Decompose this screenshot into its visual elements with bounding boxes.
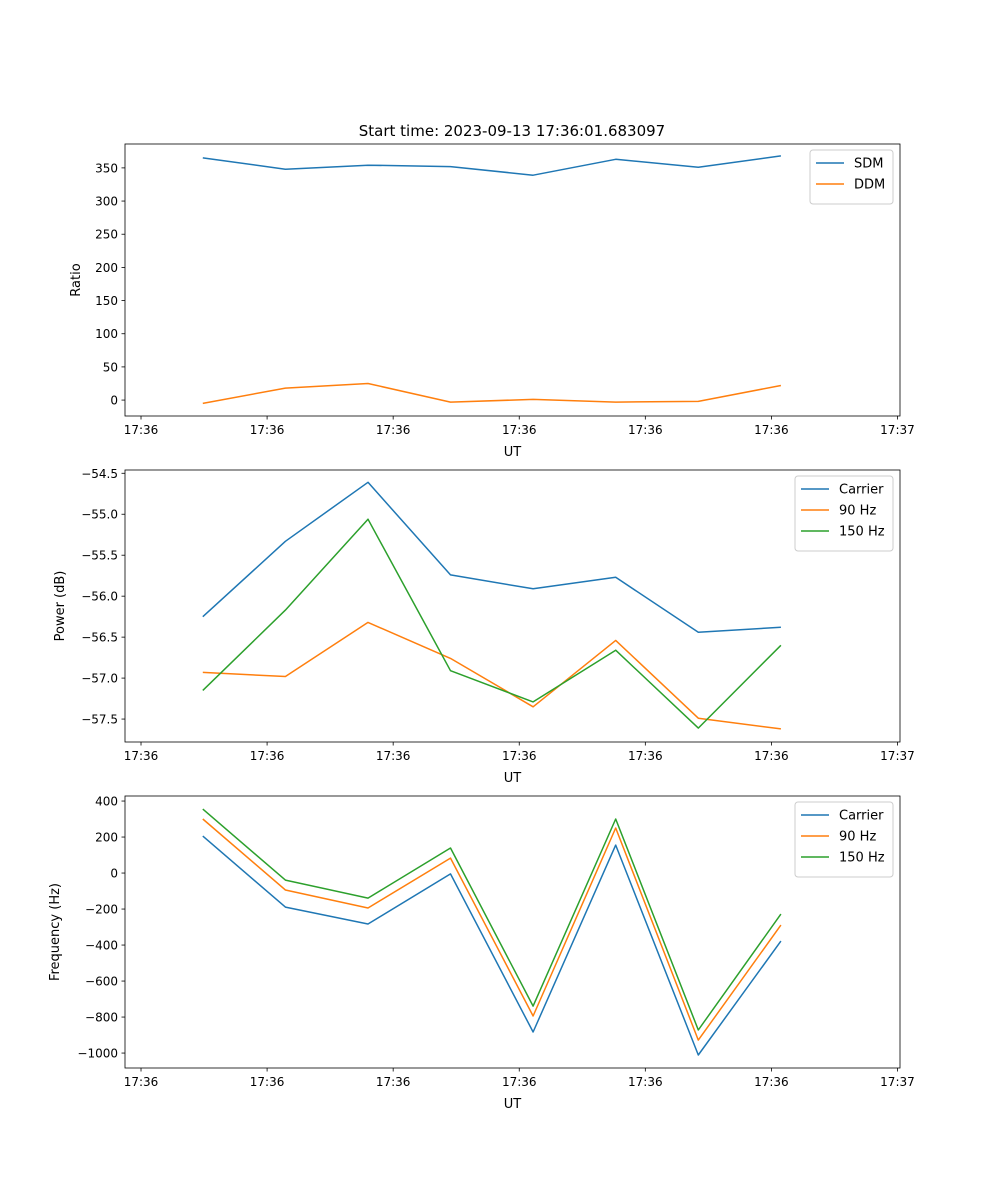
- y-tick-label: −54.5: [81, 467, 118, 481]
- y-tick-label: −400: [85, 939, 118, 953]
- y-tick-label: 400: [95, 795, 118, 809]
- y-tick-label: 100: [95, 327, 118, 341]
- x-tick-label: 17:36: [250, 749, 285, 763]
- y-tick-label: −55.0: [81, 508, 118, 522]
- legend-label: DDM: [854, 178, 885, 193]
- series-line-90-hz: [202, 818, 782, 1041]
- x-tick-label: 17:36: [376, 423, 411, 437]
- legend-label: 90 Hz: [839, 504, 876, 519]
- y-tick-label: −56.5: [81, 631, 118, 645]
- x-tick-label: 17:36: [250, 423, 285, 437]
- y-tick-label: 200: [95, 831, 118, 845]
- x-tick-label: 17:36: [502, 423, 537, 437]
- x-tick-label: 17:36: [628, 423, 663, 437]
- y-tick-label: 350: [95, 161, 118, 175]
- x-axis-label: UT: [504, 771, 522, 786]
- series-line-90-hz: [202, 621, 781, 730]
- x-tick-label: 17:37: [880, 423, 915, 437]
- x-tick-label: 17:36: [124, 749, 159, 763]
- legend-label: 150 Hz: [839, 851, 885, 866]
- legend: Carrier 90 Hz 150 Hz: [794, 475, 894, 552]
- y-tick-label: −56.0: [81, 590, 118, 604]
- x-tick-label: 17:37: [880, 1075, 915, 1089]
- x-axis-label: UT: [504, 1097, 522, 1112]
- y-tick-label: −800: [85, 1011, 118, 1025]
- x-tick-label: 17:36: [754, 749, 789, 763]
- x-axis-label: UT: [504, 445, 522, 460]
- x-tick-label: 17:36: [754, 423, 789, 437]
- y-tick-label: 250: [95, 228, 118, 242]
- legend-label: Carrier: [839, 809, 884, 824]
- legend: Carrier 90 Hz 150 Hz: [794, 801, 894, 878]
- y-tick-label: −55.5: [81, 549, 118, 563]
- x-tick-label: 17:36: [628, 749, 663, 763]
- legend-label: Carrier: [839, 483, 884, 498]
- x-tick-label: 17:36: [502, 1075, 537, 1089]
- y-tick-label: 0: [110, 394, 118, 408]
- x-tick-label: 17:37: [880, 749, 915, 763]
- y-tick-label: 200: [95, 261, 118, 275]
- y-tick-label: 300: [95, 195, 118, 209]
- series-line-ddm: [202, 382, 782, 405]
- x-tick-label: 17:36: [124, 423, 159, 437]
- subplot-1: 17:36 17:36 17:36 17:36 17:36 17:36 17:37 0 50 10…: [69, 143, 915, 460]
- y-tick-label: −57.0: [81, 672, 118, 686]
- chart-title: Start time: 2023-09-13 17:36:01.683097: [359, 122, 665, 140]
- x-tick-label: 17:36: [502, 749, 537, 763]
- subplot-2: 17:36 17:36 17:36 17:36 17:36 17:36 17:37 −57.5…: [53, 467, 915, 786]
- x-tick-label: 17:36: [250, 1075, 285, 1089]
- y-tick-label: −1000: [77, 1047, 118, 1061]
- y-tick-label: 50: [103, 360, 118, 374]
- axes-frame: [124, 469, 901, 743]
- axes-frame: [124, 143, 901, 417]
- legend-box: [794, 475, 894, 552]
- legend-label: 150 Hz: [839, 525, 885, 540]
- subplot-3: 17:36 17:36 17:36 17:36 17:36 17:36 17:37 −1000…: [48, 795, 915, 1112]
- legend-box: [794, 801, 894, 878]
- y-tick-label: −57.5: [81, 713, 118, 727]
- y-axis-label: Frequency (Hz): [48, 883, 63, 981]
- series-line-carrier: [202, 835, 782, 1056]
- y-tick-label: 0: [110, 867, 118, 881]
- series-line-150-hz: [202, 808, 782, 1031]
- legend: SDM DDM: [809, 149, 894, 205]
- legend-label: SDM: [854, 157, 883, 172]
- series-line-150-hz: [202, 518, 782, 729]
- y-axis-label: Power (dB): [53, 571, 68, 642]
- x-tick-label: 17:36: [754, 1075, 789, 1089]
- legend-label: 90 Hz: [839, 830, 876, 845]
- y-tick-label: −600: [85, 975, 118, 989]
- y-axis-label: Ratio: [69, 263, 84, 296]
- y-tick-label: −200: [85, 903, 118, 917]
- x-tick-label: 17:36: [628, 1075, 663, 1089]
- axes-frame: [124, 795, 901, 1069]
- x-tick-label: 17:36: [376, 1075, 411, 1089]
- series-line-carrier: [202, 481, 781, 633]
- y-tick-label: 150: [95, 294, 118, 308]
- series-line-sdm: [202, 155, 782, 176]
- x-tick-label: 17:36: [124, 1075, 159, 1089]
- x-tick-label: 17:36: [376, 749, 411, 763]
